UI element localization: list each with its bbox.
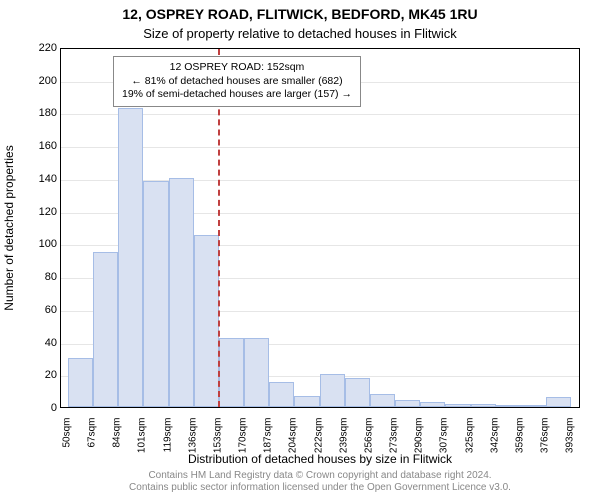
histogram-bar xyxy=(68,358,93,407)
histogram-bar xyxy=(521,405,546,407)
footer-line2: Contains public sector information licen… xyxy=(60,482,580,494)
x-tick-label: 187sqm xyxy=(263,418,274,478)
x-tick-label: 170sqm xyxy=(238,418,249,478)
histogram-bar xyxy=(370,394,395,407)
x-tick-label: 222sqm xyxy=(314,418,325,478)
x-tick-label: 67sqm xyxy=(87,418,98,478)
histogram-bar xyxy=(320,374,345,407)
x-tick-label: 204sqm xyxy=(287,418,298,478)
x-tick-label: 290sqm xyxy=(413,418,424,478)
y-tick-label: 0 xyxy=(17,402,57,414)
annotation-line2: ← 81% of detached houses are smaller (68… xyxy=(122,75,352,89)
histogram-bar xyxy=(395,400,420,407)
histogram-bar xyxy=(219,338,244,407)
histogram-bar xyxy=(546,397,571,407)
x-tick-label: 136sqm xyxy=(188,418,199,478)
x-tick-label: 50sqm xyxy=(62,418,73,478)
histogram-bar xyxy=(118,108,143,407)
x-tick-label: 256sqm xyxy=(364,418,375,478)
y-axis-label: Number of detached properties xyxy=(2,48,20,408)
chart-title-line2: Size of property relative to detached ho… xyxy=(0,26,600,41)
y-tick-label: 220 xyxy=(17,42,57,54)
histogram-bar xyxy=(345,378,370,407)
y-tick-label: 120 xyxy=(17,206,57,218)
x-tick-label: 84sqm xyxy=(112,418,123,478)
histogram-bar xyxy=(445,404,471,407)
y-tick-label: 140 xyxy=(17,173,57,185)
histogram-bar xyxy=(471,404,496,407)
annotation-box: 12 OSPREY ROAD: 152sqm ← 81% of detached… xyxy=(113,56,361,107)
y-tick-label: 100 xyxy=(17,238,57,250)
histogram-bar xyxy=(420,402,445,407)
x-tick-label: 342sqm xyxy=(490,418,501,478)
histogram-bar xyxy=(194,235,219,407)
x-tick-label: 359sqm xyxy=(514,418,525,478)
histogram-bar xyxy=(169,178,194,407)
chart-container: 12, OSPREY ROAD, FLITWICK, BEDFORD, MK45… xyxy=(0,0,600,500)
annotation-line1: 12 OSPREY ROAD: 152sqm xyxy=(122,61,352,75)
x-tick-label: 393sqm xyxy=(564,418,575,478)
y-tick-label: 200 xyxy=(17,75,57,87)
histogram-bar xyxy=(93,252,118,407)
histogram-bar xyxy=(496,405,521,407)
x-tick-label: 119sqm xyxy=(163,418,174,478)
plot-area: 12 OSPREY ROAD: 152sqm ← 81% of detached… xyxy=(60,48,580,408)
annotation-line3: 19% of semi-detached houses are larger (… xyxy=(122,88,352,102)
histogram-bar xyxy=(143,181,169,407)
histogram-bar xyxy=(244,338,269,407)
x-tick-label: 273sqm xyxy=(388,418,399,478)
x-tick-label: 307sqm xyxy=(438,418,449,478)
x-tick-label: 239sqm xyxy=(339,418,350,478)
y-tick-label: 180 xyxy=(17,107,57,119)
y-tick-label: 160 xyxy=(17,140,57,152)
x-tick-label: 376sqm xyxy=(539,418,550,478)
x-tick-label: 153sqm xyxy=(213,418,224,478)
y-tick-label: 40 xyxy=(17,337,57,349)
x-tick-label: 101sqm xyxy=(137,418,148,478)
y-tick-label: 80 xyxy=(17,271,57,283)
histogram-bar xyxy=(269,382,294,407)
histogram-bar xyxy=(294,396,320,407)
y-tick-label: 60 xyxy=(17,304,57,316)
x-tick-label: 325sqm xyxy=(465,418,476,478)
chart-title-line1: 12, OSPREY ROAD, FLITWICK, BEDFORD, MK45… xyxy=(0,6,600,22)
y-tick-label: 20 xyxy=(17,369,57,381)
